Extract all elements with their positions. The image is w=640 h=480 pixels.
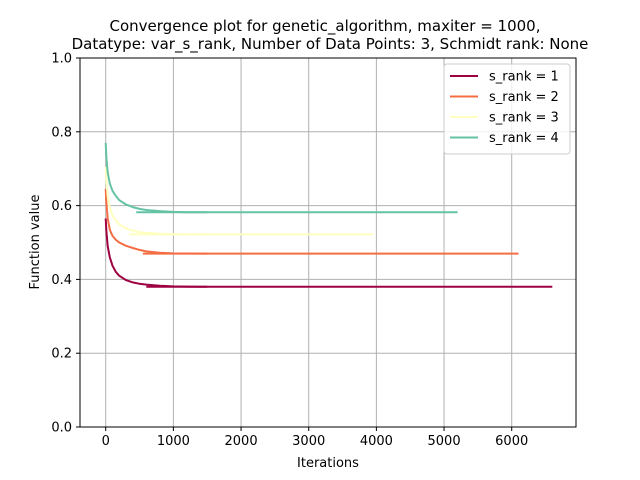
chart-title-line-2: Datatype: var_s_rank, Number of Data Poi… <box>72 35 589 54</box>
legend: s_rank = 1 s_rank = 2 s_rank = 3 s_rank = 4 <box>443 63 571 155</box>
x-tick-label: 0 <box>102 434 110 449</box>
series-lines <box>104 142 553 288</box>
series-4-line <box>104 142 208 214</box>
y-tick-label: 0.0 <box>51 421 72 436</box>
x-tick-label: 1000 <box>157 434 190 449</box>
x-axis-label: Iterations <box>297 456 359 471</box>
legend-box <box>443 63 571 155</box>
x-tick-label: 3000 <box>292 434 325 449</box>
x-tick-label: 5000 <box>428 434 461 449</box>
legend-items: s_rank = 1 s_rank = 2 s_rank = 3 s_rank = 4 <box>450 70 559 146</box>
legend-label-series-4: s_rank = 4 <box>489 131 559 146</box>
series-2-line <box>104 188 208 255</box>
legend-label-series-1: s_rank = 1 <box>489 70 559 85</box>
y-tick-label: 0.8 <box>51 125 72 140</box>
x-tick-label: 4000 <box>360 434 393 449</box>
x-tick-label: 2000 <box>225 434 258 449</box>
series-1-line <box>104 218 208 288</box>
y-tick-label: 0.2 <box>51 347 72 362</box>
x-axis-ticks: 0 1000 2000 3000 4000 5000 6000 <box>102 427 528 449</box>
series-3-line <box>104 166 208 236</box>
y-tick-label: 1.0 <box>51 52 72 67</box>
chart-title-line-1: Convergence plot for genetic_algorithm, … <box>110 17 541 36</box>
legend-label-series-2: s_rank = 2 <box>489 90 559 105</box>
legend-label-series-3: s_rank = 3 <box>489 111 559 126</box>
y-tick-label: 0.4 <box>51 273 72 288</box>
y-tick-label: 0.6 <box>51 199 72 214</box>
y-axis-label: Function value <box>28 195 43 290</box>
x-tick-label: 6000 <box>495 434 528 449</box>
y-axis-ticks: 0.0 0.2 0.4 0.6 0.8 1.0 <box>51 52 80 436</box>
plot-frame <box>79 57 577 428</box>
